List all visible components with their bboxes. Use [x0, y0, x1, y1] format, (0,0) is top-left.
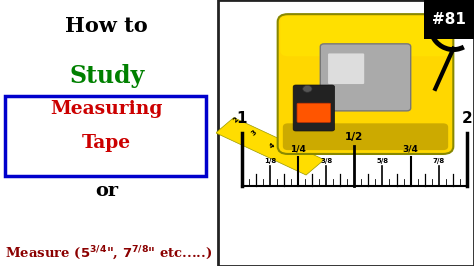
Text: How to: How to	[65, 16, 148, 36]
Text: Measure ($\mathbf{5^{3/4}}$", $\mathbf{7^{7/8}}$" etc.....): Measure ($\mathbf{5^{3/4}}$", $\mathbf{7…	[5, 245, 212, 263]
Bar	[5, 96, 206, 176]
Text: 1: 1	[237, 111, 247, 126]
Text: #81: #81	[432, 12, 466, 27]
Text: 1/4: 1/4	[290, 145, 306, 154]
Text: 3/8: 3/8	[320, 158, 332, 164]
Text: 5/8: 5/8	[376, 158, 389, 164]
Bar	[424, 0, 474, 39]
Text: 3/4: 3/4	[403, 145, 419, 154]
Text: or: or	[95, 182, 118, 200]
Text: 1/2: 1/2	[345, 132, 364, 142]
Text: 1/8: 1/8	[264, 158, 276, 164]
Text: Measuring: Measuring	[50, 100, 163, 118]
Text: 7/8: 7/8	[433, 158, 445, 164]
Bar	[218, 0, 474, 266]
Text: 2: 2	[462, 111, 472, 126]
Text: Study: Study	[69, 64, 144, 88]
Text: Tape: Tape	[82, 134, 131, 152]
